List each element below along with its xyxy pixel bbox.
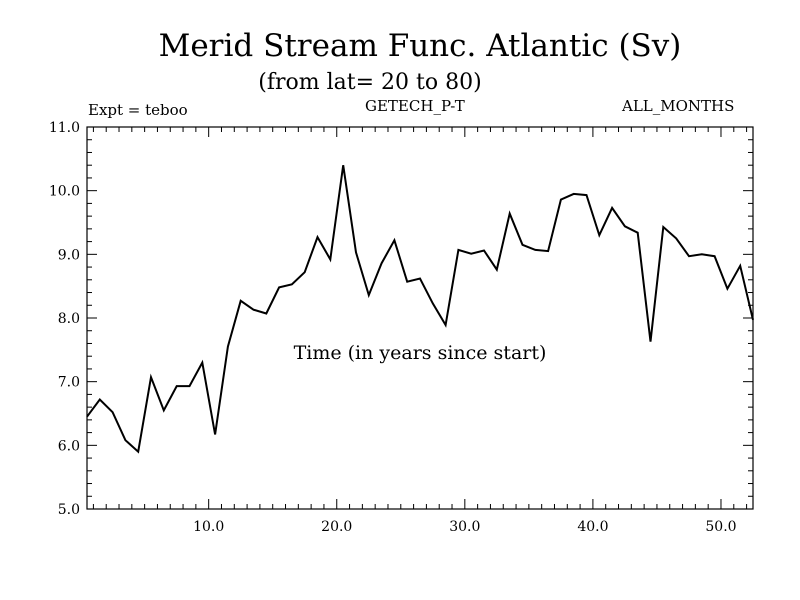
y-tick-label: 10.0	[49, 184, 80, 200]
data-point	[329, 258, 331, 260]
data-point	[496, 269, 498, 271]
data-point	[393, 239, 395, 241]
y-tick-label: 5.0	[58, 502, 80, 518]
x-tick-label: 40.0	[577, 519, 608, 535]
data-point	[521, 244, 523, 246]
data-point	[714, 255, 716, 257]
y-tick-label: 6.0	[58, 438, 80, 454]
data-point	[342, 164, 344, 166]
data-point	[675, 237, 677, 239]
data-point	[483, 250, 485, 252]
data-point	[637, 232, 639, 234]
data-point	[201, 362, 203, 364]
data-point	[611, 207, 613, 209]
period-label: ALL_MONTHS	[622, 97, 735, 115]
data-point	[99, 398, 101, 400]
data-point	[662, 226, 664, 228]
data-point	[432, 302, 434, 304]
data-point	[214, 434, 216, 436]
y-tick-label: 11.0	[49, 120, 80, 136]
data-point	[355, 251, 357, 253]
x-tick-label: 10.0	[193, 519, 224, 535]
data-point	[547, 250, 549, 252]
data-point	[163, 409, 165, 411]
series-line	[86, 165, 754, 454]
data-point	[752, 319, 754, 321]
x-tick-label: 50.0	[705, 519, 736, 535]
dataset-label: GETECH_P-T	[365, 97, 465, 115]
experiment-label: Expt = teboo	[88, 101, 188, 119]
data-point	[560, 199, 562, 201]
data-point	[137, 451, 139, 453]
x-axis-label: Time (in years since start)	[294, 342, 547, 364]
data-point	[124, 439, 126, 441]
axis-tick-labels: 10.0 20.0 30.0 40.0 50.0 5.0 6.0 7.0 8.0 9.0 10.0 1…	[49, 120, 737, 535]
data-point	[598, 234, 600, 236]
data-point	[445, 324, 447, 326]
data-point	[406, 281, 408, 283]
data-point	[701, 253, 703, 255]
data-point	[240, 300, 242, 302]
data-point	[419, 278, 421, 280]
data-point	[739, 265, 741, 267]
data-point	[688, 255, 690, 257]
y-tick-label: 7.0	[58, 375, 80, 391]
data-point	[278, 286, 280, 288]
data-point	[586, 194, 588, 196]
data-point	[150, 376, 152, 378]
chart-title: Merid Stream Func. Atlantic (Sv)	[158, 28, 682, 64]
data-point	[265, 313, 267, 315]
data-point	[253, 309, 255, 311]
data-point	[112, 411, 114, 413]
y-tick-label: 8.0	[58, 311, 80, 327]
data-point	[650, 341, 652, 343]
data-point	[457, 249, 459, 251]
data-point	[176, 385, 178, 387]
data-point	[470, 253, 472, 255]
chart-subtitle: (from lat= 20 to 80)	[258, 70, 482, 95]
data-point	[368, 294, 370, 296]
x-tick-label: 30.0	[449, 519, 480, 535]
data-point	[726, 288, 728, 290]
data-point	[534, 249, 536, 251]
data-point	[304, 271, 306, 273]
data-point	[291, 283, 293, 285]
y-tick-label: 9.0	[58, 247, 80, 263]
data-point	[624, 225, 626, 227]
data-point	[188, 385, 190, 387]
data-point	[509, 213, 511, 215]
data-point	[573, 193, 575, 195]
x-tick-label: 20.0	[321, 519, 352, 535]
data-point	[317, 236, 319, 238]
data-point	[227, 346, 229, 348]
data-point	[381, 262, 383, 264]
data-point	[86, 416, 88, 418]
